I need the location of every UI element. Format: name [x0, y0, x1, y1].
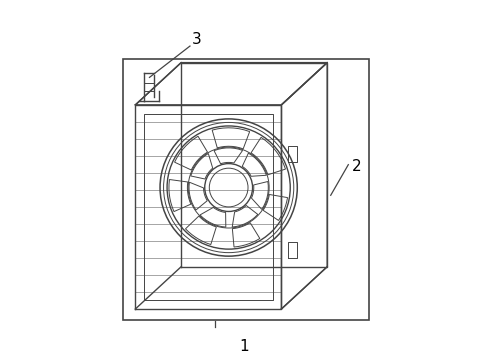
Text: 1: 1: [239, 339, 249, 354]
Bar: [123, 59, 368, 320]
Text: 3: 3: [192, 32, 202, 47]
Text: 2: 2: [351, 159, 361, 174]
